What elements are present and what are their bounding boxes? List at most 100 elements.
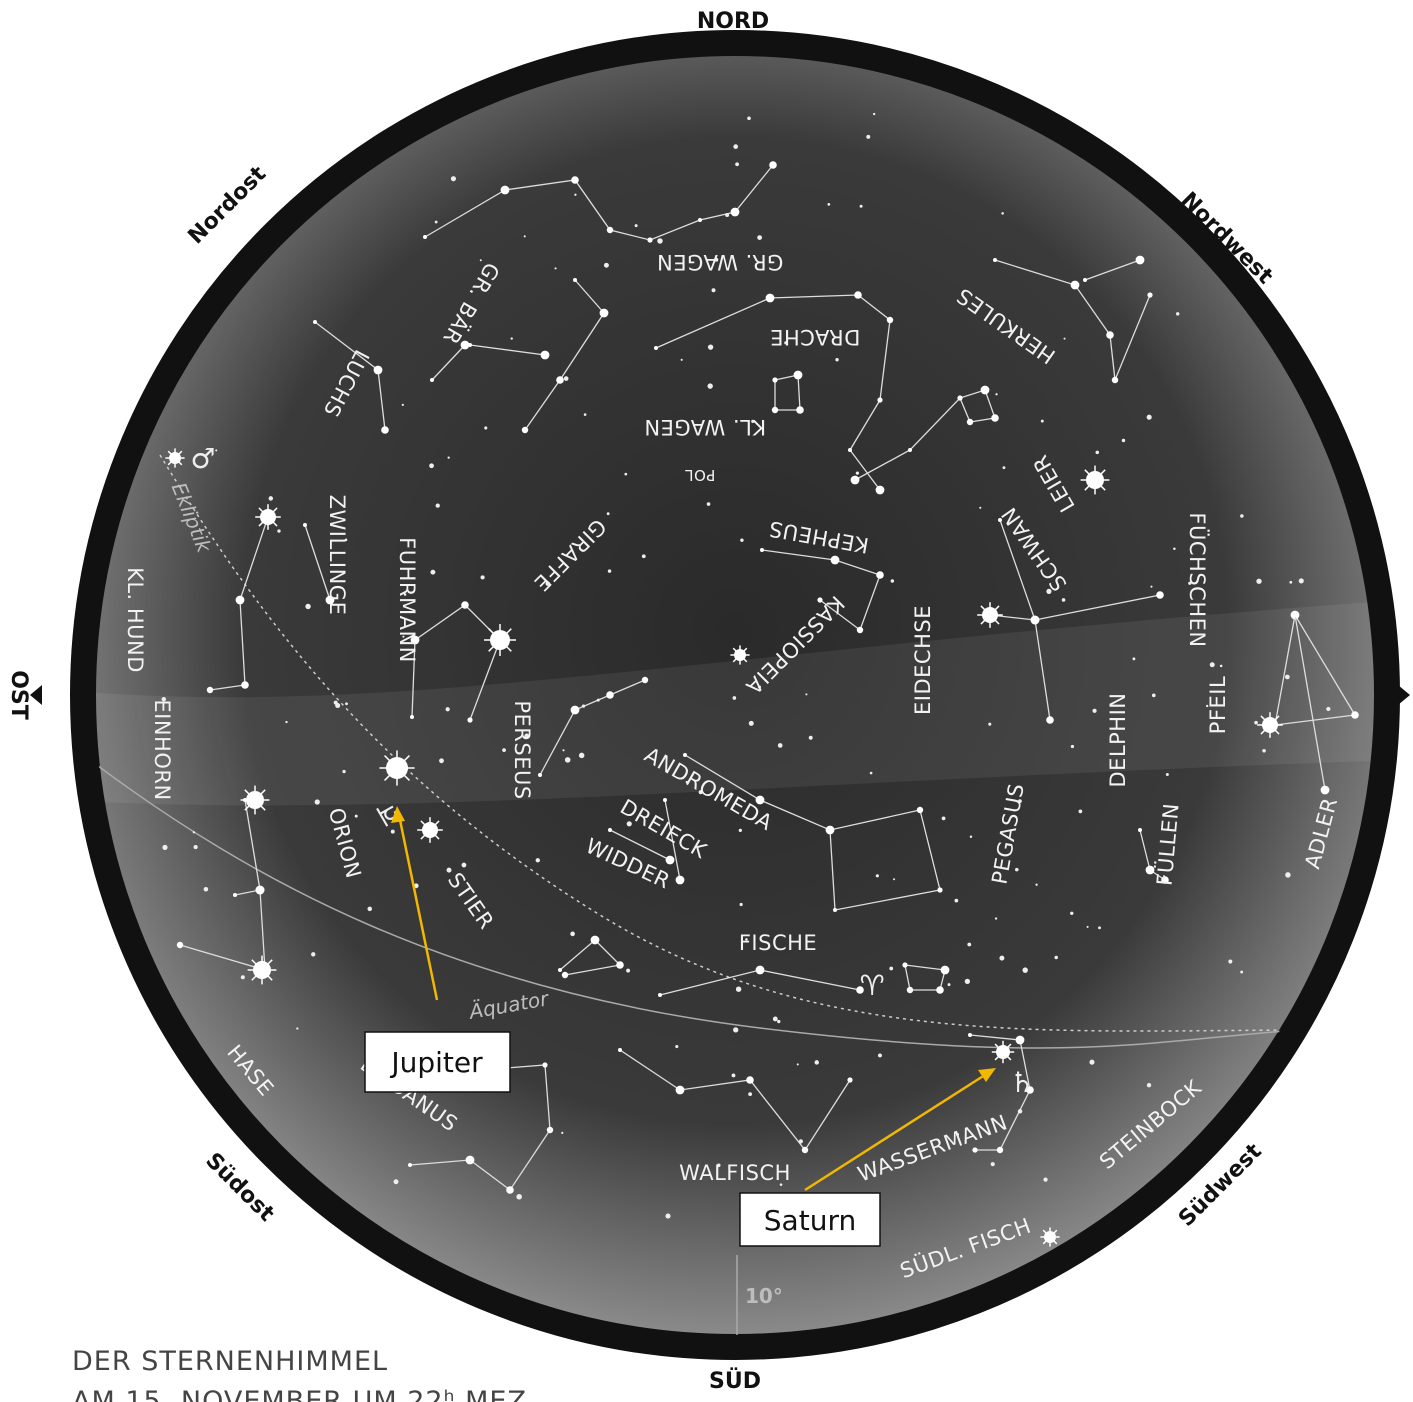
faint-star — [564, 757, 571, 763]
star — [877, 397, 883, 403]
star — [730, 207, 740, 217]
faint-star — [626, 821, 632, 827]
star-ray — [1269, 715, 1280, 726]
faint-star — [484, 426, 488, 430]
faint-star — [869, 771, 873, 775]
faint-star — [435, 503, 440, 508]
faint-star — [545, 581, 551, 586]
faint-star — [583, 413, 587, 416]
star — [830, 555, 840, 565]
star — [571, 176, 579, 184]
star — [796, 406, 804, 414]
faint-star — [680, 358, 683, 361]
star — [848, 448, 852, 452]
faint-star — [757, 235, 763, 241]
star — [658, 993, 662, 997]
star — [1147, 292, 1153, 298]
star-ray — [739, 647, 748, 656]
star — [1320, 785, 1330, 795]
faint-star — [995, 393, 998, 396]
faint-star — [714, 257, 719, 262]
constellation-line — [524, 279, 605, 431]
star — [176, 941, 184, 949]
faint-star — [994, 917, 998, 920]
faint-star — [1298, 578, 1304, 584]
annotation-box — [739, 1192, 881, 1247]
star-ray — [254, 799, 266, 811]
faint-star — [808, 735, 813, 740]
star-ray — [1260, 715, 1271, 726]
faint-star — [1256, 578, 1262, 584]
faint-star — [827, 203, 831, 206]
constellation-label: EIDECHSE — [911, 605, 935, 715]
faint-star — [1061, 598, 1066, 602]
star — [765, 293, 775, 303]
faint-star — [990, 1162, 995, 1167]
star — [665, 855, 675, 865]
constellation-label: GR. WAGEN — [657, 250, 784, 274]
faint-star — [403, 593, 407, 596]
faint-star — [872, 112, 876, 116]
faint-star — [215, 449, 218, 452]
faint-star — [561, 1131, 564, 1135]
constellation-label: ZWILLINGE — [325, 495, 349, 616]
star-ray — [396, 755, 410, 769]
faint-star — [706, 502, 711, 506]
star — [599, 308, 609, 318]
star — [313, 320, 317, 324]
faint-star — [596, 698, 600, 702]
faint-star — [751, 419, 755, 424]
constellation-label: POL — [685, 466, 716, 484]
star-ray — [429, 829, 440, 840]
faint-star — [402, 635, 405, 638]
faint-star — [562, 749, 565, 752]
star — [506, 1186, 514, 1194]
star-ray — [251, 959, 263, 971]
faint-star — [1092, 708, 1097, 713]
faint-star — [203, 886, 209, 892]
faint-star — [805, 693, 808, 696]
star — [546, 1126, 554, 1134]
star-ray — [499, 639, 512, 652]
star-ray — [989, 605, 1000, 616]
faint-star — [1326, 706, 1331, 712]
faint-star — [999, 955, 1005, 961]
faint-star — [784, 341, 788, 345]
faint-star — [430, 569, 436, 575]
faint-star — [434, 220, 438, 224]
annotation: Jupiter — [389, 1046, 483, 1079]
faint-star — [772, 1016, 778, 1022]
faint-star — [277, 529, 281, 533]
faint-star — [634, 224, 638, 228]
faint-star — [1035, 883, 1038, 886]
star-ray — [1260, 724, 1271, 735]
star — [675, 875, 685, 885]
faint-star — [554, 267, 557, 270]
constellation-line — [431, 344, 466, 381]
faint-star — [735, 986, 742, 992]
constellation-label: FISCHE — [739, 931, 817, 955]
star-ray — [1049, 1229, 1058, 1238]
star — [373, 365, 383, 375]
faint-star — [955, 1132, 960, 1137]
faint-star — [875, 874, 879, 878]
star — [467, 717, 473, 723]
faint-star — [447, 456, 450, 459]
star-ray — [1049, 1236, 1058, 1245]
altitude-label: 10° — [745, 1284, 783, 1308]
faint-star — [344, 538, 348, 542]
faint-star — [393, 1179, 399, 1185]
faint-star — [193, 845, 198, 850]
faint-star — [732, 696, 737, 700]
star-ray — [1002, 1051, 1012, 1061]
faint-star — [1176, 312, 1180, 316]
constellation-line — [609, 829, 671, 861]
faint-star — [367, 906, 373, 912]
star — [561, 971, 569, 979]
annotation: Saturn — [764, 1204, 856, 1237]
faint-star — [725, 212, 730, 217]
star-ray — [1084, 479, 1096, 491]
star — [675, 1085, 685, 1095]
annotation-box — [364, 1031, 511, 1093]
star — [998, 518, 1002, 522]
